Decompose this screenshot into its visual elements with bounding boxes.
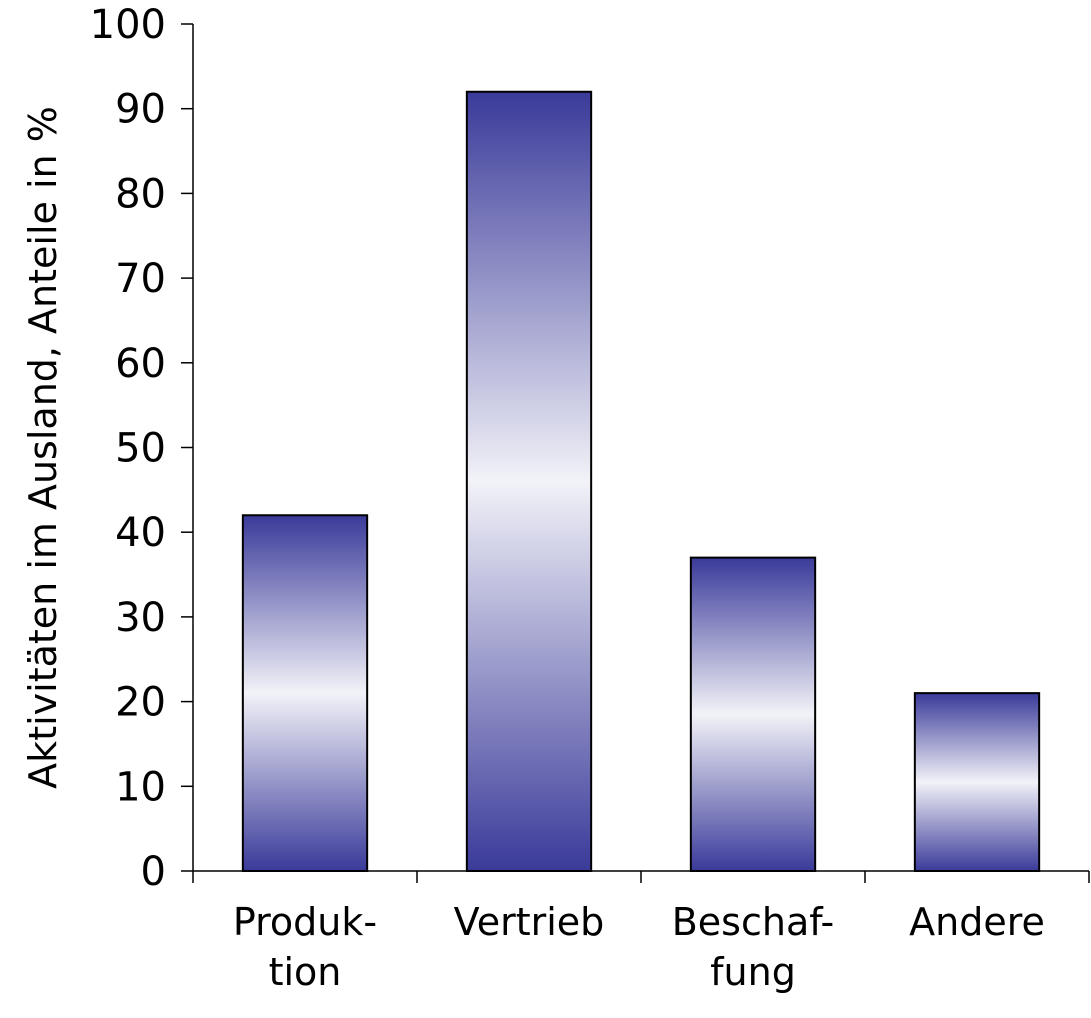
y-tick-label: 80: [115, 171, 166, 217]
y-tick-label: 50: [115, 426, 166, 472]
y-tick-label: 0: [141, 849, 166, 895]
x-tick-label: Beschaf-: [672, 900, 835, 944]
x-tick-label: Produk-: [233, 900, 377, 944]
y-tick-label: 60: [115, 341, 166, 387]
x-tick-label: fung: [710, 950, 796, 994]
y-tick-label: 90: [115, 87, 166, 133]
y-tick-label: 20: [115, 680, 166, 726]
bar: [689, 556, 817, 872]
x-tick-label: Andere: [909, 900, 1045, 944]
y-tick-label: 70: [115, 256, 166, 302]
y-tick-label: 100: [90, 2, 166, 48]
y-tick-label: 40: [115, 510, 166, 556]
x-axis: Produk-tion Vertrieb Beschaf-fung Andere: [192, 870, 1090, 994]
x-tick-label: tion: [269, 950, 342, 994]
y-axis-title: Aktivitäten im Ausland, Anteile in %: [21, 106, 65, 789]
y-tick-label: 10: [115, 764, 166, 810]
bars: [241, 90, 1041, 872]
bar: [465, 90, 593, 872]
y-axis: 0 10 20 30 40 50 60 70 80 90 100: [90, 2, 194, 895]
bar: [241, 514, 369, 872]
bar: [913, 692, 1041, 872]
x-tick-label: Vertrieb: [454, 900, 605, 944]
y-tick-label: 30: [115, 595, 166, 641]
